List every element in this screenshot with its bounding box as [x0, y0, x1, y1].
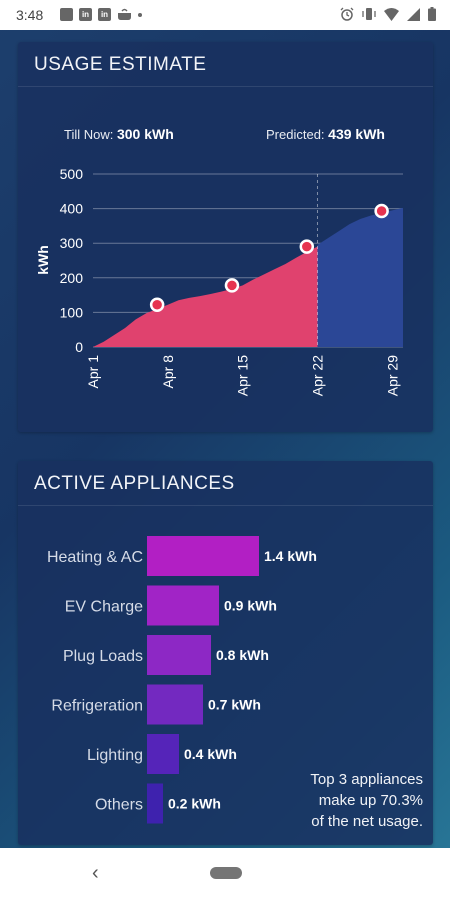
predicted-summary: Predicted: 439 kWh	[266, 126, 385, 142]
wifi-icon	[384, 7, 399, 24]
actual-usage-area	[93, 246, 318, 347]
till-now-label: Till Now:	[64, 127, 114, 142]
data-point-marker	[149, 297, 165, 313]
active-appliances-card: ACTIVE APPLIANCES Heating & AC 1.4 kWh EV …	[18, 461, 433, 845]
battery-icon	[428, 7, 436, 24]
appliance-label: Lighting	[87, 747, 143, 764]
status-time: 3:48	[16, 7, 44, 23]
till-now-value: 300 kWh	[116, 126, 174, 142]
y-tick-label: 400	[60, 201, 84, 217]
appliance-label: Others	[95, 797, 143, 814]
y-tick-label: 500	[60, 166, 84, 182]
notification-icons: in in	[60, 8, 142, 24]
appliance-value-label: 0.7 kWh	[208, 697, 261, 713]
linkedin-icon: in	[79, 8, 92, 21]
appliance-label: Refrigeration	[51, 698, 143, 715]
y-tick-label: 200	[60, 270, 84, 286]
y-tick-label: 0	[75, 339, 83, 355]
usage-area-chart: 0 100 200 300 400 500 Apr 1 Apr 8 Apr 15 Apr 22 Ap…	[35, 166, 403, 396]
image-icon	[60, 8, 73, 21]
vibrate-icon	[362, 7, 376, 24]
x-tick-label: Apr 29	[384, 355, 400, 396]
predicted-usage-area	[317, 207, 403, 347]
appliance-value-label: 0.2 kWh	[168, 796, 221, 812]
appliance-bar	[147, 734, 179, 774]
appliance-bar	[147, 783, 163, 824]
y-axis-label: kWh	[35, 245, 51, 275]
note-line: Top 3 appliances	[310, 771, 423, 788]
note-line: make up 70.3%	[318, 792, 423, 809]
appliance-value-label: 1.4 kWh	[264, 548, 317, 564]
predicted-label: Predicted:	[266, 127, 325, 142]
predicted-value: 439 kWh	[328, 126, 385, 142]
usage-estimate-card: USAGE ESTIMATE Till Now: 300 kWh Predict…	[18, 42, 433, 432]
top-appliances-note: Top 3 appliances make up 70.3% of the ne…	[310, 769, 423, 832]
y-tick-label: 300	[60, 235, 84, 251]
appliance-value-label: 0.9 kWh	[224, 598, 277, 614]
signal-icon	[407, 7, 420, 24]
appliance-label: Plug Loads	[63, 648, 143, 665]
appliance-label: EV Charge	[65, 599, 143, 616]
appliance-bar	[147, 635, 211, 675]
home-button[interactable]	[210, 867, 242, 879]
appliance-value-label: 0.4 kWh	[184, 746, 237, 762]
navigation-bar: ‹	[0, 848, 450, 900]
dot-icon	[138, 13, 142, 17]
y-tick-label: 100	[60, 304, 84, 320]
appliance-value-label: 0.8 kWh	[216, 647, 269, 663]
data-point-marker	[224, 278, 240, 293]
appliances-bar-chart: Heating & AC 1.4 kWh EV Charge 0.9 kWh Plug …	[47, 536, 317, 824]
active-appliances-title: ACTIVE APPLIANCES	[18, 461, 433, 506]
alarm-icon	[340, 7, 354, 24]
back-button[interactable]: ‹	[92, 862, 99, 884]
x-tick-label: Apr 1	[85, 355, 101, 389]
appliance-bar	[147, 684, 203, 725]
till-now-summary: Till Now: 300 kWh	[64, 126, 174, 142]
linkedin-icon: in	[98, 8, 111, 21]
appliance-label: Heating & AC	[47, 549, 143, 566]
x-tick-label: Apr 8	[160, 355, 176, 389]
cooking-pot-icon	[117, 8, 132, 24]
system-icons	[340, 7, 436, 24]
x-tick-label: Apr 22	[309, 355, 325, 396]
status-bar: 3:48 in in	[0, 0, 450, 30]
x-tick-label: Apr 15	[235, 355, 251, 396]
appliance-bar	[147, 536, 259, 576]
data-point-marker	[374, 203, 389, 219]
usage-estimate-title: USAGE ESTIMATE	[18, 42, 433, 87]
appliance-bar	[147, 585, 219, 626]
data-point-marker	[299, 239, 315, 254]
note-line: of the net usage.	[311, 813, 423, 830]
